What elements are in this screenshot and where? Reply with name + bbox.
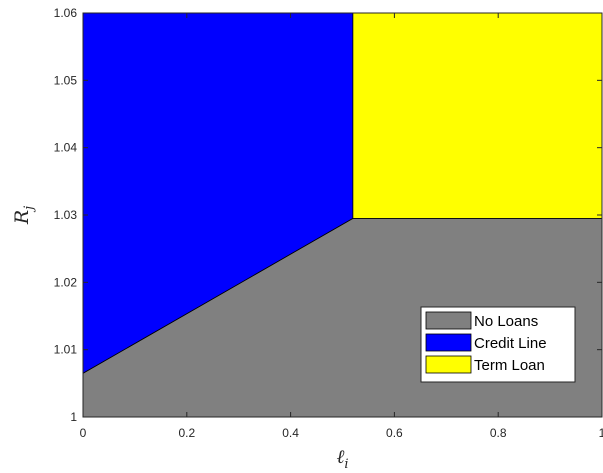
legend-swatch [425, 311, 472, 330]
legend-swatch [425, 333, 472, 352]
y-tick-label: 1.02 [54, 275, 78, 289]
x-tick-label: 0.8 [490, 426, 507, 440]
y-tick-label: 1.01 [54, 343, 78, 357]
x-tick-label: 0 [80, 426, 87, 440]
x-tick-label: 0.2 [178, 426, 195, 440]
y-tick-label: 1 [70, 410, 77, 424]
x-tick-label: 0.6 [386, 426, 403, 440]
x-tick-label: 0.4 [282, 426, 299, 440]
legend: No Loans Credit Line Term Loan [420, 306, 576, 383]
legend-label: Term Loan [474, 357, 545, 374]
x-tick-label: 1 [599, 426, 603, 440]
legend-swatch [425, 355, 472, 374]
y-tick-label: 1.06 [54, 6, 78, 20]
legend-label: No Loans [474, 313, 538, 330]
y-axis-label: Rj [11, 206, 37, 225]
y-tick-label: 1.04 [54, 141, 78, 155]
y-tick-label: 1.05 [54, 73, 78, 87]
x-axis: 0 0.2 0.4 0.6 0.8 1 [80, 13, 603, 440]
y-tick-label: 1.03 [54, 208, 78, 222]
x-axis-label: ℓi [336, 446, 348, 472]
y-axis: 1 1.01 1.02 1.03 1.04 1.05 1.06 [54, 6, 602, 424]
region-term-loan [352, 12, 603, 219]
legend-items: No Loans Credit Line Term Loan [425, 311, 547, 374]
legend-label: Credit Line [474, 335, 547, 352]
